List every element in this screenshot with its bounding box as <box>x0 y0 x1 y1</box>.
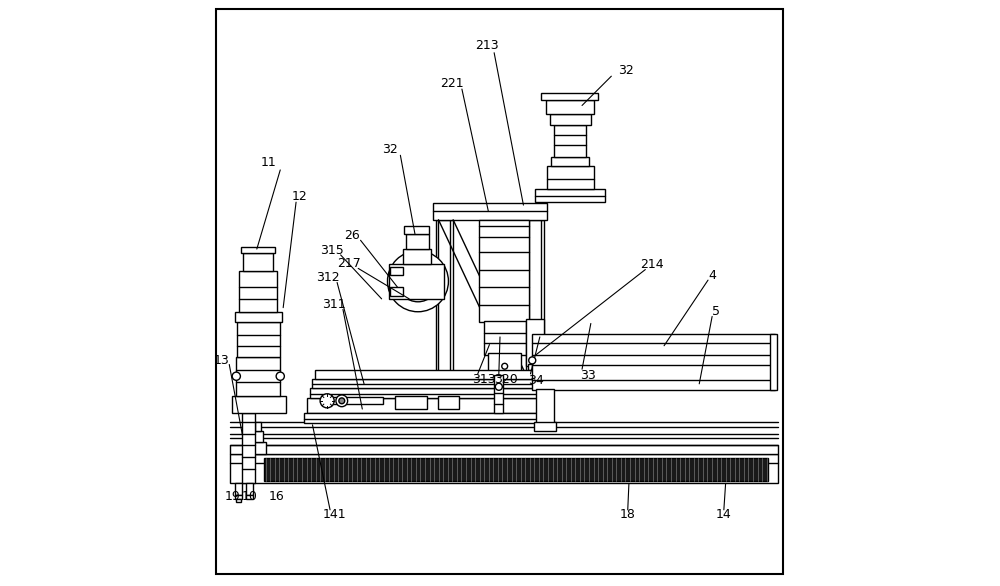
Bar <box>251 442 266 454</box>
Bar <box>406 234 429 249</box>
Bar <box>243 253 273 271</box>
Bar <box>536 389 554 423</box>
Bar <box>494 375 503 413</box>
Text: 221: 221 <box>440 77 464 90</box>
Bar <box>526 220 544 413</box>
Text: 33: 33 <box>580 369 596 381</box>
Bar <box>525 411 547 422</box>
Bar <box>532 365 775 390</box>
Bar <box>390 287 403 296</box>
Text: 320: 320 <box>494 373 518 386</box>
Bar <box>488 353 521 378</box>
Bar <box>438 396 459 409</box>
Bar <box>554 125 586 157</box>
Bar <box>237 322 280 357</box>
Bar <box>246 495 253 499</box>
Circle shape <box>409 272 427 290</box>
Text: 14: 14 <box>716 508 732 521</box>
Bar <box>479 220 529 322</box>
Bar <box>390 267 403 275</box>
Bar <box>310 388 541 398</box>
Bar <box>236 499 241 502</box>
Bar <box>235 483 242 495</box>
Circle shape <box>502 363 508 369</box>
Circle shape <box>320 394 334 408</box>
Text: 217: 217 <box>337 257 361 270</box>
Circle shape <box>495 383 502 390</box>
Circle shape <box>529 357 536 364</box>
Bar <box>395 396 427 409</box>
Text: 312: 312 <box>316 271 340 284</box>
Circle shape <box>387 251 448 312</box>
Text: 19: 19 <box>224 490 240 503</box>
Bar <box>242 413 255 483</box>
Bar <box>304 413 544 423</box>
Text: 32: 32 <box>618 64 634 77</box>
Bar <box>324 397 383 404</box>
Bar <box>551 157 589 166</box>
Bar <box>433 203 547 220</box>
Text: 32: 32 <box>382 143 398 156</box>
Circle shape <box>397 261 438 302</box>
Bar <box>312 379 538 388</box>
Bar <box>264 458 768 481</box>
Circle shape <box>336 395 348 407</box>
Text: 141: 141 <box>323 508 347 521</box>
Circle shape <box>339 398 345 404</box>
Bar <box>241 247 275 253</box>
Bar <box>534 422 556 431</box>
Bar <box>230 445 778 454</box>
Text: 34: 34 <box>528 374 544 387</box>
Text: 26: 26 <box>344 229 360 242</box>
Bar <box>546 100 594 114</box>
Bar <box>315 370 538 379</box>
Text: 16: 16 <box>268 490 284 503</box>
Bar <box>254 431 263 442</box>
Text: 10: 10 <box>242 490 258 503</box>
Text: 11: 11 <box>261 156 276 169</box>
Bar <box>235 495 242 499</box>
Bar <box>403 249 431 264</box>
Bar <box>528 364 543 370</box>
Bar <box>493 391 509 398</box>
Bar <box>404 226 429 234</box>
Bar <box>550 114 591 125</box>
Text: 315: 315 <box>320 244 344 257</box>
Text: 5: 5 <box>712 305 720 318</box>
Bar <box>532 334 775 366</box>
Bar <box>389 264 444 299</box>
Bar <box>230 454 778 483</box>
Text: 13: 13 <box>213 354 229 367</box>
Bar <box>239 271 277 312</box>
Bar <box>770 334 777 390</box>
Circle shape <box>276 372 284 380</box>
Text: 4: 4 <box>708 269 716 282</box>
Bar <box>436 220 453 413</box>
Bar <box>246 483 253 495</box>
Bar <box>541 93 598 100</box>
Bar <box>236 357 280 396</box>
Bar <box>255 422 261 431</box>
Text: 12: 12 <box>292 190 307 203</box>
Text: 214: 214 <box>641 258 664 271</box>
Text: 311: 311 <box>322 298 346 311</box>
Bar <box>547 166 594 189</box>
Bar <box>535 189 605 202</box>
Bar <box>235 312 282 322</box>
Bar <box>494 377 509 393</box>
Text: 313: 313 <box>472 373 495 386</box>
Bar <box>484 321 526 355</box>
Text: 213: 213 <box>475 39 499 52</box>
Bar <box>526 319 544 366</box>
Circle shape <box>232 372 240 380</box>
Bar <box>307 398 544 413</box>
Text: 18: 18 <box>620 508 636 521</box>
Bar <box>232 396 286 413</box>
